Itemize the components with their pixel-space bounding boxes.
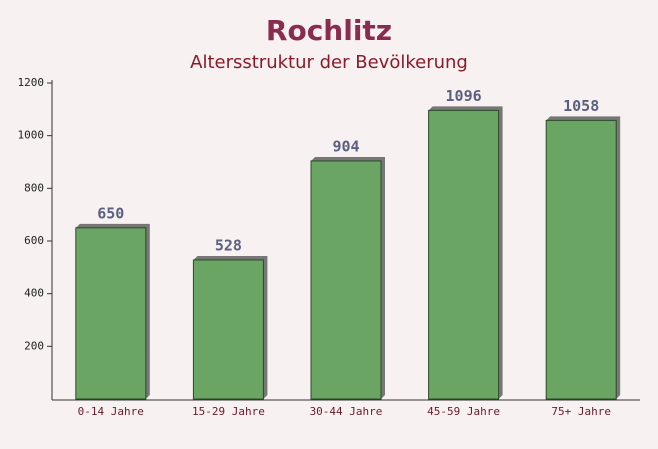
value-label: 1096 [446, 87, 482, 105]
x-tick-label: 45-59 Jahre [427, 405, 500, 418]
y-tick-label: 1000 [18, 129, 45, 142]
chart-title: Rochlitz [266, 14, 392, 47]
bar [428, 109, 500, 400]
y-tick-label: 800 [24, 181, 44, 194]
x-tick-label: 15-29 Jahre [192, 405, 265, 418]
value-label: 528 [215, 236, 242, 254]
bar [192, 259, 264, 400]
y-tick-label: 400 [24, 287, 44, 300]
y-tick-label: 600 [24, 234, 44, 247]
bar [545, 119, 617, 400]
y-tick-label: 200 [24, 339, 44, 352]
y-tick-label: 1200 [18, 76, 45, 89]
bar [310, 160, 382, 400]
x-tick-label: 0-14 Jahre [78, 405, 144, 418]
value-label: 650 [97, 204, 124, 222]
bar [75, 227, 147, 400]
x-tick-label: 75+ Jahre [551, 405, 611, 418]
value-label: 1058 [563, 97, 599, 115]
chart-subtitle: Altersstruktur der Bevölkerung [190, 52, 468, 73]
x-tick-label: 30-44 Jahre [310, 405, 383, 418]
value-label: 904 [332, 137, 359, 155]
